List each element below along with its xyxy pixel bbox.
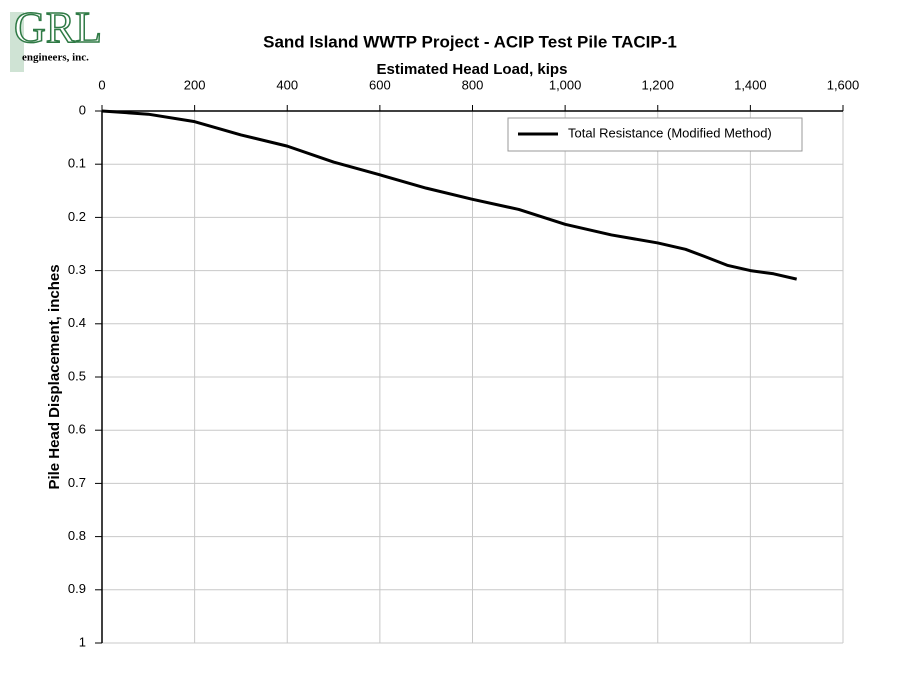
chart-title: Sand Island WWTP Project - ACIP Test Pil… (263, 32, 677, 51)
logo-text: GRL (14, 3, 102, 52)
y-tick-label: 0.4 (68, 315, 86, 330)
logo-bar (10, 12, 24, 72)
x-tick-label: 1,200 (641, 77, 674, 92)
y-tick-label: 0.9 (68, 581, 86, 596)
x-tick-label: 1,400 (734, 77, 767, 92)
legend-label: Total Resistance (Modified Method) (568, 125, 772, 140)
y-tick-label: 0 (79, 102, 86, 117)
x-tick-label: 1,600 (827, 77, 860, 92)
y-tick-label: 0.1 (68, 156, 86, 171)
y-tick-label: 1 (79, 634, 86, 649)
x-tick-label: 0 (98, 77, 105, 92)
x-tick-label: 800 (462, 77, 484, 92)
y-tick-label: 0.7 (68, 475, 86, 490)
logo-subtitle: engineers, inc. (22, 52, 89, 64)
x-tick-label: 1,000 (549, 77, 582, 92)
x-axis-label: Estimated Head Load, kips (377, 61, 568, 78)
line (101, 109, 798, 281)
y-axis-label: Pile Head Displacement, inches (46, 264, 63, 489)
y-tick-label: 0.8 (68, 528, 86, 543)
x-tick-label: 400 (276, 77, 298, 92)
y-tick-label: 0.6 (68, 422, 86, 437)
y-tick-label: 0.5 (68, 368, 86, 383)
x-tick-label: 200 (184, 77, 206, 92)
y-tick-label: 0.2 (68, 209, 86, 224)
x-tick-label: 600 (369, 77, 391, 92)
y-tick-label: 0.3 (68, 262, 86, 277)
